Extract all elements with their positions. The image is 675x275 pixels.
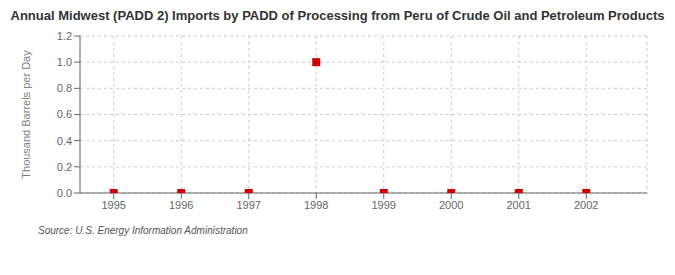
svg-text:1999: 1999 xyxy=(372,199,396,211)
html-text:Source: U.S. Energy Informatio: Source: U.S. Energy Information Administ… xyxy=(38,225,248,236)
svg-text:0.0: 0.0 xyxy=(57,187,72,199)
svg-text:1997: 1997 xyxy=(237,199,261,211)
svg-text:1.0: 1.0 xyxy=(57,56,72,68)
html-text:Annual Midwest (PADD 2) Import: Annual Midwest (PADD 2) Imports by PADD … xyxy=(10,8,665,23)
svg-text:0.4: 0.4 xyxy=(57,135,72,147)
svg-text:Thousand Barrels per Day: Thousand Barrels per Day xyxy=(20,50,32,179)
svg-text:1995: 1995 xyxy=(102,199,126,211)
svg-text:0.2: 0.2 xyxy=(57,161,72,173)
svg-text:2001: 2001 xyxy=(507,199,531,211)
svg-text:1.2: 1.2 xyxy=(57,30,72,42)
svg-text:1998: 1998 xyxy=(304,199,328,211)
svg-text:1996: 1996 xyxy=(169,199,193,211)
svg-text:0.8: 0.8 xyxy=(57,82,72,94)
svg-text:2000: 2000 xyxy=(439,199,463,211)
svg-text:0.6: 0.6 xyxy=(57,108,72,120)
svg-text:2002: 2002 xyxy=(574,199,598,211)
